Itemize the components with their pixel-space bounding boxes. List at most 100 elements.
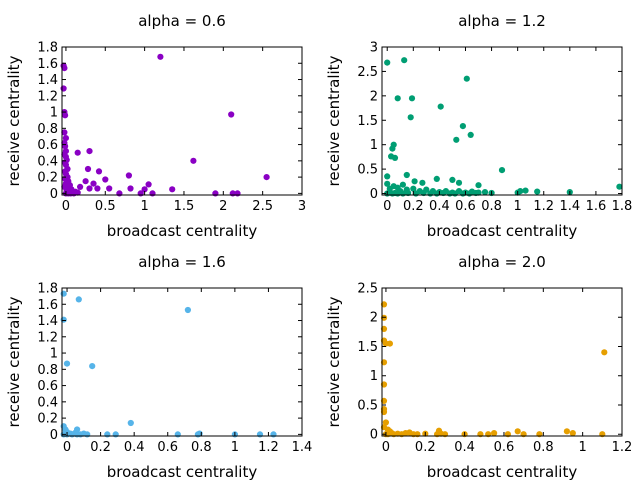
scatter-point xyxy=(157,53,164,60)
scatter-point xyxy=(84,165,92,173)
y-tick-label: 3 xyxy=(370,41,378,56)
scatter-point xyxy=(112,431,119,438)
scatter-point xyxy=(63,360,71,367)
scatter-point xyxy=(403,171,410,179)
subplot-title: alpha = 2.0 xyxy=(458,253,546,271)
x-tick-label: 2.5 xyxy=(252,199,273,214)
y-tick-label: 2 xyxy=(370,89,378,104)
x-tick-label: 2 xyxy=(219,199,227,214)
scatter-point xyxy=(601,349,608,356)
scatter-point xyxy=(256,431,264,438)
scatter-point xyxy=(141,186,148,193)
scatter-point xyxy=(127,185,134,192)
scatter-point xyxy=(174,431,181,438)
scatter-point xyxy=(433,175,440,182)
scatter-series xyxy=(60,53,270,197)
scatter-point xyxy=(228,111,235,118)
scatter-point xyxy=(75,296,82,303)
y-tick-label: 0 xyxy=(50,428,58,443)
scatter-point xyxy=(419,179,426,186)
y-tick-label: 0.8 xyxy=(37,122,58,137)
scatter-point xyxy=(169,186,176,193)
scatter-point xyxy=(453,136,460,143)
axes-frame xyxy=(61,287,303,437)
scatter-point xyxy=(408,95,416,102)
scatter-point xyxy=(410,185,417,192)
scatter-point xyxy=(459,123,466,130)
x-tick-label: 0.4 xyxy=(454,440,475,455)
subplot-2: alpha = 1.2 0 0.2 0.4 0.6 0.8 1 1.2 1.4 1.6 1.8 0 0.… xyxy=(325,12,632,240)
scatter-point xyxy=(86,148,93,155)
x-tick-label: 0.6 xyxy=(455,199,476,214)
x-tick-label: 1.4 xyxy=(292,440,313,455)
scatter-point xyxy=(84,431,91,438)
x-tick-label: 0.6 xyxy=(157,440,178,455)
scatter-point xyxy=(74,189,81,196)
scatter-point xyxy=(234,190,241,197)
x-tick-label: 0.2 xyxy=(90,440,111,455)
y-tick-label: 2 xyxy=(370,311,378,326)
scatter-point xyxy=(491,430,498,437)
y-axis-label: receive centrality xyxy=(325,55,343,186)
subplot-title: alpha = 1.2 xyxy=(458,12,546,30)
x-tick-label: 0 xyxy=(62,199,70,214)
x-tick-label: 0 xyxy=(383,199,391,214)
y-tick-label: 1.6 xyxy=(37,298,58,313)
x-tick-label: 1.4 xyxy=(559,199,580,214)
y-tick-label: 0.8 xyxy=(37,363,58,378)
x-tick-label: 1.5 xyxy=(174,199,195,214)
y-tick-label: 0.4 xyxy=(37,154,58,169)
scatter-point xyxy=(61,129,68,136)
scatter-series xyxy=(60,290,277,438)
y-tick-label: 1.2 xyxy=(37,89,58,104)
scatter-point xyxy=(466,190,473,197)
axes-frame xyxy=(381,287,623,437)
scatter-point xyxy=(411,178,418,185)
y-tick-label: 0.4 xyxy=(37,395,58,410)
scatter-point xyxy=(82,178,89,185)
scatter-point xyxy=(61,65,68,72)
y-tick-label: 1.5 xyxy=(357,340,378,355)
y-tick-label: 0 xyxy=(370,428,378,443)
x-axis-label: broadcast centrality xyxy=(427,222,578,240)
x-tick-label: 1 xyxy=(231,440,239,455)
x-tick-label: 0.2 xyxy=(415,440,436,455)
y-axis-label: receive centrality xyxy=(325,296,343,427)
scatter-point xyxy=(212,190,219,197)
scatter-point xyxy=(475,182,482,189)
subplot-title: alpha = 1.6 xyxy=(138,253,226,271)
y-tick-label: 1.4 xyxy=(37,73,58,88)
scatter-point xyxy=(517,188,524,195)
scatter-point xyxy=(270,431,277,438)
x-tick-label: 0.5 xyxy=(95,199,116,214)
subplot-4: alpha = 2.0 0 0.2 0.4 0.6 0.8 1 1.2 0 0.5 1 1.5 2 2.5… xyxy=(325,253,632,480)
y-tick-label: 1 xyxy=(370,138,378,153)
scatter-point xyxy=(74,431,81,438)
x-tick-label: 1 xyxy=(140,199,148,214)
x-axis-label: broadcast centrality xyxy=(107,463,258,480)
scatter-series xyxy=(384,57,623,197)
scatter-point xyxy=(463,75,470,82)
scatter-point xyxy=(391,154,399,161)
y-tick-label: 1.2 xyxy=(37,330,58,345)
scatter-point xyxy=(190,157,197,164)
scatter-point xyxy=(116,190,123,197)
scatter-point xyxy=(451,190,459,197)
scatter-point xyxy=(384,59,391,66)
scatter-point xyxy=(104,431,111,438)
x-axis-label: broadcast centrality xyxy=(107,222,258,240)
x-tick-label: 0.2 xyxy=(403,199,424,214)
x-tick-label: 3 xyxy=(298,199,306,214)
y-tick-label: 1.8 xyxy=(37,282,58,297)
axes-frame xyxy=(61,46,303,196)
x-tick-label: 0.8 xyxy=(481,199,502,214)
y-tick-label: 0.2 xyxy=(37,171,58,186)
scatter-point xyxy=(86,185,93,192)
scatter-point xyxy=(522,187,529,194)
scatter-point xyxy=(401,57,408,64)
scatter-point xyxy=(449,176,456,183)
scatter-point xyxy=(125,172,132,179)
scatter-point xyxy=(62,112,69,119)
y-tick-label: 1 xyxy=(50,106,58,121)
